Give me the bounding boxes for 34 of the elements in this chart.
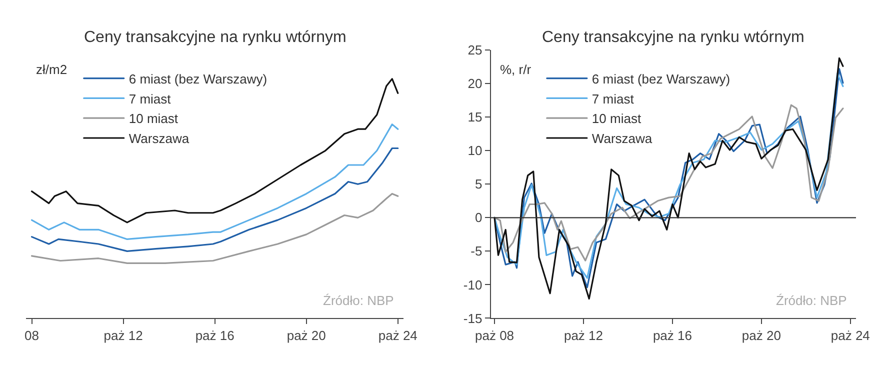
x-tick-label: paż 08 [474, 328, 514, 343]
x-tick-label: paż 20 [286, 328, 326, 343]
y-axis-title: %, r/r [500, 62, 532, 77]
y-tick-label: 5 [474, 176, 482, 192]
y-tick-label: 10 [468, 143, 482, 158]
x-tick-label: paż 16 [652, 328, 692, 343]
y-tick-label: 15 [468, 110, 482, 125]
annotation: Źródło: NBP [323, 293, 394, 308]
annotation: Źródło: NBP [776, 293, 847, 308]
x-tick-label: paż 16 [195, 328, 234, 343]
legend-label: 7 miast [128, 91, 172, 106]
x-tick-label: paż 24 [830, 328, 870, 343]
x-tick-label: paż 24 [378, 328, 418, 343]
legend-label: 10 miast [592, 111, 642, 126]
x-tick-label: paż 12 [104, 328, 143, 343]
legend-label: 7 miast [592, 91, 634, 106]
y-tick-label: 20 [468, 76, 482, 92]
y-tick-label: -5 [470, 244, 482, 259]
legend-label: 6 miast (bez Warszawy) [128, 71, 268, 86]
y-tick-label: 0 [474, 210, 482, 226]
chart-title: Ceny transakcyjne na rynku wtórnym [542, 29, 804, 46]
legend-label: 10 miast [128, 111, 178, 126]
x-tick-label: paż 12 [564, 328, 604, 343]
chart-title: Ceny transakcyjne na rynku wtórnym [84, 29, 346, 46]
x-tick-label: paż 20 [742, 328, 781, 343]
y-axis-title: zł/m2 [36, 62, 68, 77]
line-series [494, 104, 844, 262]
y-tick-label: 25 [468, 42, 482, 58]
legend-label: Warszawa [128, 131, 190, 146]
x-tick-label: 08 [24, 328, 39, 343]
y-tick-label: -10 [463, 277, 482, 292]
y-tick-label: -15 [463, 310, 482, 326]
legend-label: 6 miast (bez Warszawy) [592, 71, 730, 86]
legend-label: Warszawa [592, 131, 653, 146]
